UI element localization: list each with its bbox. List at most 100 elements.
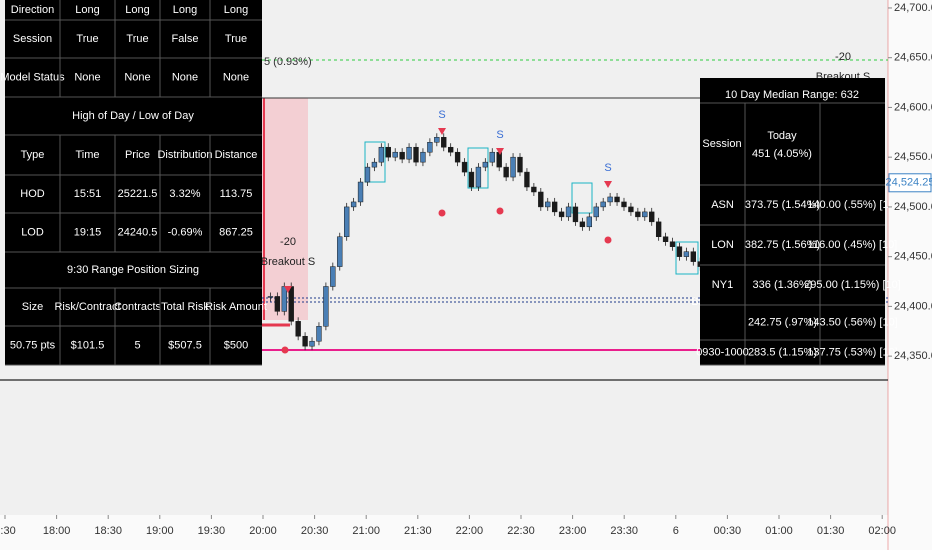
time-tick-label: 22:00 — [456, 525, 484, 537]
zone-box — [571, 182, 593, 214]
signal-dot — [438, 209, 446, 217]
candle — [378, 146, 385, 163]
candle — [413, 146, 419, 163]
candle — [496, 151, 502, 168]
table-cell: Distribution — [157, 149, 212, 161]
table-cell: None — [172, 71, 198, 83]
candle — [316, 326, 322, 342]
annotation: -20 — [835, 51, 851, 63]
table-cell: 336 (1.36%) — [753, 279, 813, 291]
candle — [545, 201, 551, 208]
table-cell: $507.5 — [168, 339, 202, 351]
price-tick-label: 24,550.00 — [894, 151, 932, 163]
signal-dot — [496, 207, 504, 215]
candle — [669, 241, 676, 247]
time-tick-label: 6 — [673, 525, 679, 537]
candle — [441, 137, 447, 148]
table-cell: 0930-1000 — [696, 346, 749, 358]
time-tick-label: 01:30 — [817, 525, 845, 537]
table-cell: None — [223, 71, 249, 83]
price-tick-label: 24,350.00 — [894, 350, 932, 362]
price-axis-strip — [888, 0, 932, 515]
candle — [531, 186, 537, 193]
annotation: Breakout S — [261, 256, 315, 268]
candle — [385, 146, 391, 158]
candle — [676, 246, 683, 257]
candle — [357, 181, 364, 203]
signal-dot — [604, 236, 612, 244]
table-cell: ASN — [711, 199, 734, 211]
risk-zone — [262, 98, 308, 320]
candle — [565, 206, 572, 218]
candle — [371, 161, 378, 168]
candle — [337, 236, 343, 267]
table-cell: 15:51 — [74, 188, 102, 200]
current-price-box — [888, 173, 932, 193]
candle — [593, 206, 599, 218]
table-cell: Session — [13, 33, 52, 45]
table-cell: None — [124, 71, 150, 83]
candle — [614, 196, 620, 203]
table-cell: 867.25 — [219, 226, 253, 238]
zone-box — [675, 241, 699, 275]
table-cell: Long — [75, 4, 99, 16]
time-tick-label: 21:30 — [404, 525, 432, 537]
candle — [538, 191, 544, 208]
candle — [267, 296, 274, 298]
table-cell: 140.00 (.55%) [10] — [807, 199, 898, 211]
time-tick-label: 23:00 — [559, 525, 587, 537]
candle — [662, 236, 669, 242]
table-header-value: 451 (4.05%) — [752, 148, 812, 160]
candle — [420, 151, 426, 163]
candle — [579, 221, 586, 228]
table-header: Session — [702, 138, 741, 150]
table-cell: -0.69% — [168, 226, 203, 238]
candle — [649, 211, 655, 223]
candle — [434, 137, 440, 143]
table-span-cell: High of Day / Low of Day — [72, 110, 194, 122]
time-tick-label: 19:00 — [146, 525, 174, 537]
table-cell: Size — [22, 301, 43, 313]
candle — [288, 286, 294, 322]
time-tick-label: 5:30 — [0, 525, 16, 537]
candle — [558, 211, 565, 218]
candle — [482, 161, 489, 168]
candle — [274, 296, 281, 312]
candle — [330, 266, 336, 287]
table-cell: 24240.5 — [118, 226, 158, 238]
right-table: 10 Day Median Range: 632 Session Today 451 … — [696, 78, 901, 366]
candle — [683, 251, 690, 257]
candle — [586, 216, 593, 228]
time-tick-label: 01:00 — [765, 525, 793, 537]
annotation: S — [438, 109, 445, 121]
table-cell: 373.75 (1.54%) — [745, 199, 820, 211]
annotation: -20 — [280, 236, 296, 248]
candle — [295, 321, 301, 337]
table-cell: Price — [125, 149, 150, 161]
time-tick-label: 18:30 — [94, 525, 122, 537]
price-tick-label: 24,650.00 — [894, 52, 932, 64]
table-cell: Contracts — [114, 301, 162, 313]
candle — [572, 206, 579, 223]
candle — [468, 171, 475, 188]
time-axis-strip — [0, 515, 932, 550]
candle — [392, 151, 398, 158]
time-tick-label: 19:30 — [198, 525, 226, 537]
price-tick-label: 24,450.00 — [894, 251, 932, 263]
time-tick-label: 18:00 — [43, 525, 71, 537]
annotation: S — [496, 129, 503, 141]
table-cell: NY1 — [712, 279, 733, 291]
zone-box — [364, 141, 386, 183]
candle — [635, 211, 641, 218]
table-cell: 295.00 (1.15%) [10] — [804, 279, 901, 291]
sell-marker — [284, 286, 292, 293]
time-tick-label: 23:30 — [610, 525, 638, 537]
table-cell: LON — [711, 239, 734, 251]
time-tick-label: 20:00 — [249, 525, 277, 537]
table-cell: Distance — [215, 149, 258, 161]
left-table: Direction Long Long Long Long Session True True… — [0, 0, 267, 366]
candle — [503, 166, 509, 178]
candle — [364, 166, 371, 183]
sell-marker — [496, 148, 504, 155]
candle — [628, 206, 634, 213]
